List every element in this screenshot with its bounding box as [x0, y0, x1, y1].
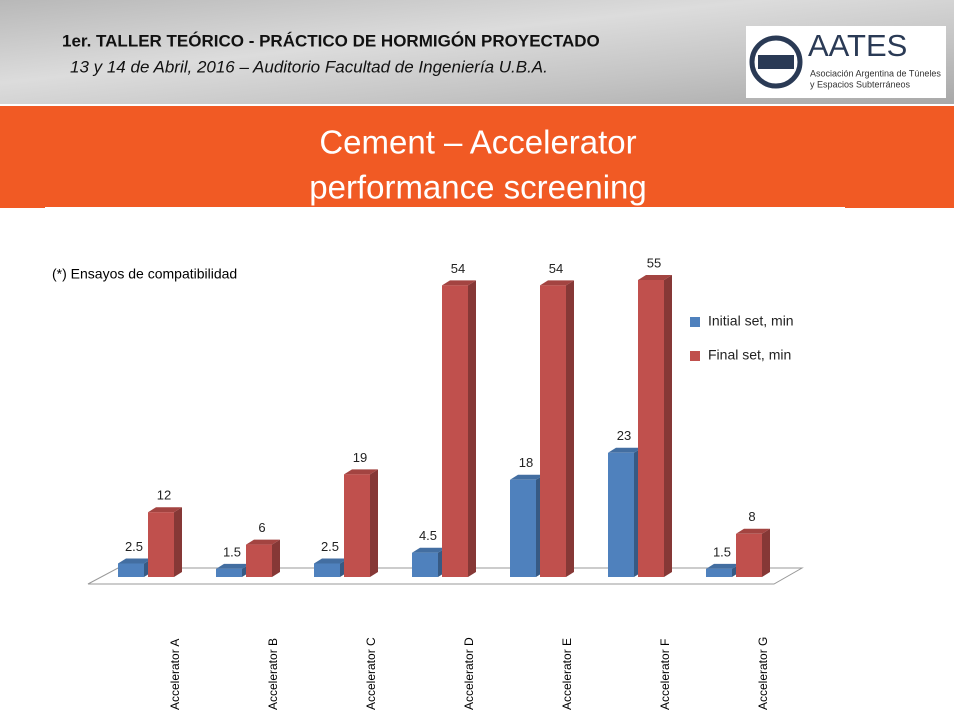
data-label: 19 [353, 450, 367, 465]
note: (*) Ensayos de compatibilidad [52, 266, 237, 282]
logo-line: y Espacios Subterráneos [810, 79, 911, 89]
data-label: 54 [451, 261, 465, 276]
bar-side [762, 528, 770, 577]
bar-top [608, 447, 642, 453]
bar [216, 568, 242, 577]
bar [510, 479, 536, 577]
data-label: 18 [519, 455, 533, 470]
data-label: 2.5 [125, 539, 143, 554]
x-tick-label: Accelerator F [658, 639, 672, 710]
x-tick-label: Accelerator C [364, 637, 378, 710]
bar-side [272, 539, 280, 577]
bar-top [344, 469, 378, 475]
title-band [0, 106, 954, 208]
header-title: 1er. TALLER TEÓRICO - PRÁCTICO DE HORMIG… [62, 31, 600, 50]
bar [118, 563, 144, 577]
header-subtitle: 13 y 14 de Abril, 2016 – Auditorio Facul… [70, 57, 548, 76]
bar [608, 452, 634, 577]
legend-swatch [690, 317, 700, 327]
bar [638, 280, 664, 577]
logo-line: Asociación Argentina de Túneles [810, 68, 941, 78]
data-label: 1.5 [713, 544, 731, 559]
data-label: 55 [647, 255, 661, 270]
legend-label: Initial set, min [708, 313, 794, 329]
bar [540, 285, 566, 577]
bar-top [540, 280, 574, 286]
bar-side [370, 469, 378, 577]
bar-top [314, 558, 348, 564]
bar-top [246, 539, 280, 545]
bar-top [148, 507, 182, 513]
data-label: 8 [748, 509, 755, 524]
bar [314, 563, 340, 577]
bar-top [442, 280, 476, 286]
logo-name: AATES [808, 28, 907, 63]
bar-top [638, 275, 672, 280]
bar [412, 552, 438, 577]
data-label: 1.5 [223, 544, 241, 559]
slide-title: performance screening [309, 169, 647, 206]
legend-label: Final set, min [708, 347, 791, 363]
bar-top [412, 547, 446, 553]
data-label: 4.5 [419, 528, 437, 543]
x-tick-label: Accelerator D [462, 637, 476, 710]
data-label: 6 [258, 520, 265, 535]
bar-top [706, 563, 740, 569]
bar-side [566, 280, 574, 577]
data-label: 12 [157, 488, 171, 503]
bar [246, 544, 272, 577]
x-tick-label: Accelerator G [756, 637, 770, 710]
x-tick-label: Accelerator B [266, 638, 280, 710]
bar-side [664, 275, 672, 577]
bar-side [468, 280, 476, 577]
x-tick-label: Accelerator E [560, 638, 574, 710]
bar-side [174, 507, 182, 577]
data-label: 54 [549, 261, 563, 276]
x-tick-label: Accelerator A [168, 639, 182, 710]
bar [706, 568, 732, 577]
bar [344, 474, 370, 577]
bar-top [118, 558, 152, 564]
bar-top [736, 528, 770, 534]
data-label: 23 [617, 428, 631, 443]
bar-top [216, 563, 250, 569]
bar-top [510, 474, 544, 480]
data-label: 2.5 [321, 539, 339, 554]
slide-title: Cement – Accelerator [319, 124, 636, 161]
legend-swatch [690, 351, 700, 361]
bar [148, 512, 174, 577]
bar [736, 533, 762, 577]
bar [442, 285, 468, 577]
logo-band [758, 55, 794, 69]
